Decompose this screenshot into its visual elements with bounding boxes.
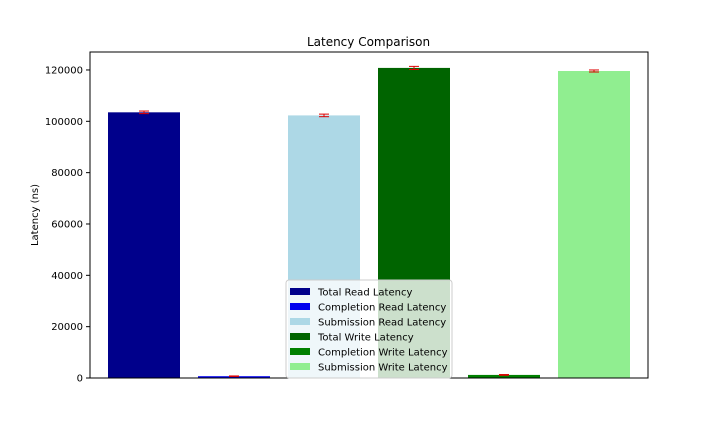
- y-axis-label: Latency (ns): [30, 184, 41, 246]
- error-bar: [409, 65, 419, 70]
- legend-swatch: [290, 318, 310, 325]
- error-bar: [139, 110, 149, 115]
- legend-swatch: [290, 333, 310, 340]
- legend-swatch: [290, 363, 310, 370]
- legend-box: [285, 279, 453, 379]
- y-tick-label: 20000: [51, 322, 83, 333]
- legend-entry: Completion Read Latency: [318, 303, 446, 314]
- legend-entry: Submission Read Latency: [318, 318, 446, 329]
- legend-swatch: [290, 348, 310, 355]
- error-bar: [229, 375, 239, 377]
- y-tick-label: 60000: [51, 219, 83, 230]
- bar: [468, 374, 540, 378]
- error-bars-group: [139, 65, 599, 377]
- y-tick-label: 120000: [45, 65, 83, 76]
- y-tick-label: 80000: [51, 168, 83, 179]
- legend-entry: Total Read Latency: [317, 288, 412, 299]
- legend-entry: Completion Write Latency: [318, 348, 448, 359]
- error-bar: [499, 374, 509, 376]
- error-bar: [319, 113, 329, 118]
- bar: [108, 112, 180, 378]
- bar: [558, 70, 630, 379]
- legend: Total Read Latency Completion Read Latenc…: [285, 279, 453, 379]
- y-axis-ticks: 0 20000 40000 60000 80000 100000 120000: [45, 65, 90, 385]
- y-tick-label: 40000: [51, 271, 83, 282]
- y-tick-label: 0: [77, 374, 83, 385]
- y-tick-label: 100000: [45, 117, 83, 128]
- legend-entry: Submission Write Latency: [318, 363, 448, 374]
- legend-swatch: [290, 303, 310, 310]
- error-bar: [589, 69, 599, 73]
- chart-title: Latency Comparison: [307, 35, 430, 49]
- legend-entry: Total Write Latency: [317, 333, 414, 344]
- bar: [198, 376, 270, 378]
- legend-swatch: [290, 288, 310, 295]
